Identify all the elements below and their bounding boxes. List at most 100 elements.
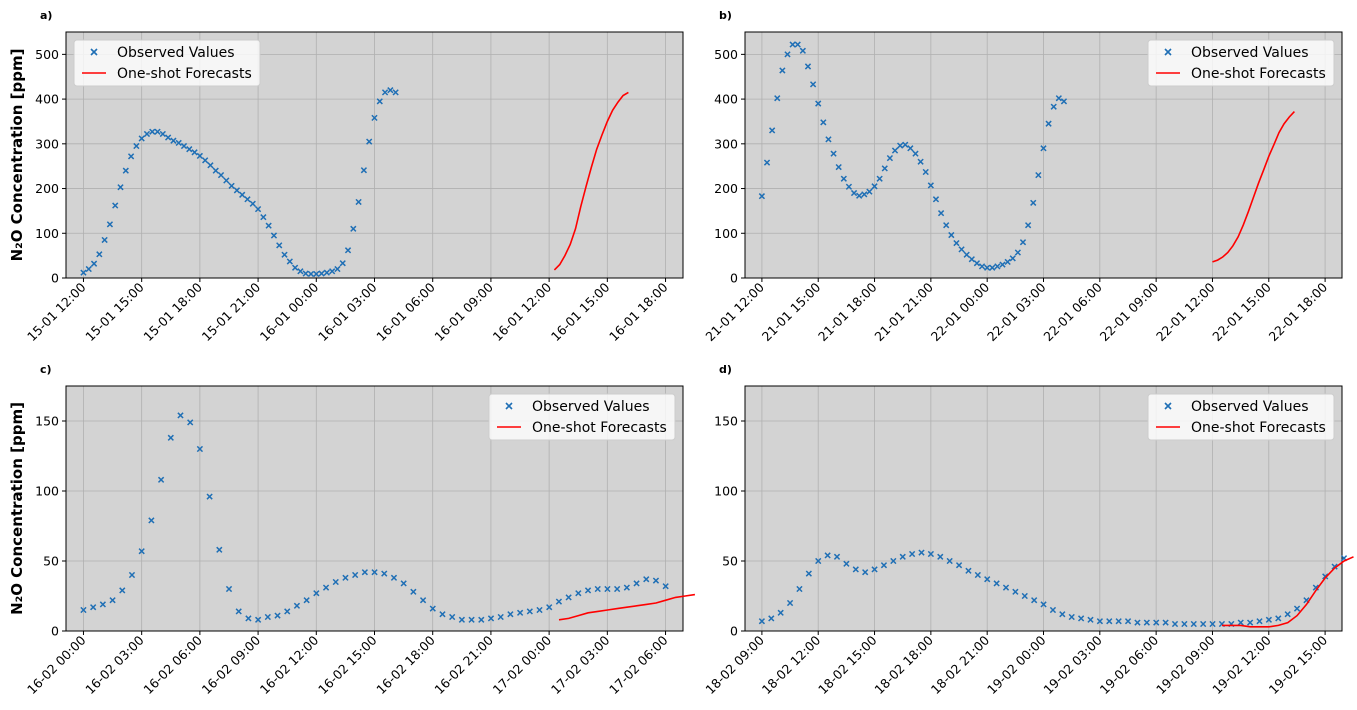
observed-point — [101, 236, 108, 244]
observed-point — [850, 189, 858, 197]
observed-point — [1096, 618, 1104, 625]
observed-point — [80, 269, 87, 276]
x-tick-label: 16-01 15:00 — [548, 279, 613, 344]
observed-point — [876, 175, 883, 182]
observed-point — [1115, 618, 1122, 625]
legend-marker-swatch — [90, 48, 98, 56]
panel-label: b) — [719, 9, 732, 22]
observed-point — [922, 168, 929, 176]
observed-point — [758, 193, 766, 200]
panel-label: a) — [40, 9, 52, 22]
observed-point — [133, 142, 140, 150]
observed-point — [1004, 258, 1011, 266]
observed-point — [249, 200, 256, 207]
observed-point — [206, 493, 213, 500]
observed-point — [927, 550, 935, 558]
observed-point — [815, 100, 822, 107]
legend-marker-swatch — [1164, 402, 1172, 410]
observed-point — [293, 602, 301, 609]
observed-point — [993, 580, 1000, 587]
observed-point — [881, 165, 888, 172]
observed-point — [662, 583, 669, 590]
x-tick-label: 15-01 21:00 — [199, 279, 264, 344]
x-tick-label: 19-02 06:00 — [1097, 632, 1162, 697]
observed-point — [1200, 620, 1207, 628]
observed-point — [112, 202, 119, 209]
observed-point — [355, 198, 362, 206]
observed-point — [955, 562, 963, 569]
observed-point — [815, 557, 822, 565]
forecast-line — [1212, 111, 1295, 263]
observed-point — [1124, 618, 1132, 625]
x-tick-label: 19-02 09:00 — [1153, 632, 1218, 697]
observed-point — [1162, 619, 1169, 626]
observed-point — [953, 239, 960, 247]
observed-point — [908, 550, 916, 558]
observed-point — [122, 167, 129, 174]
observed-point — [643, 576, 650, 583]
observed-point — [965, 567, 972, 574]
legend-entry: One-shot Forecasts — [1191, 66, 1326, 82]
observed-point — [1237, 619, 1244, 626]
observed-point — [777, 609, 784, 616]
observed-point — [1087, 616, 1094, 623]
observed-point — [138, 135, 145, 142]
y-tick-label: 400 — [35, 92, 59, 107]
observed-point — [994, 263, 1001, 270]
observed-point — [861, 191, 868, 198]
observed-point — [835, 163, 842, 171]
observed-point — [468, 616, 475, 623]
legend: Observed Values One-shot Forecasts — [488, 393, 676, 441]
observed-point — [856, 192, 863, 199]
observed-point — [932, 196, 940, 203]
x-tick-label: 19-02 00:00 — [984, 632, 1049, 697]
x-tick-label: 16-01 09:00 — [431, 279, 496, 344]
panel-label: c) — [40, 363, 52, 376]
observed-point — [937, 553, 944, 560]
observed-point — [804, 63, 812, 70]
observed-point — [1153, 619, 1160, 626]
legend-entry: One-shot Forecasts — [1191, 420, 1326, 436]
observed-point — [968, 256, 975, 263]
observed-point — [334, 265, 341, 273]
observed-point — [228, 182, 235, 189]
observed-point — [1019, 239, 1027, 246]
observed-point — [281, 251, 288, 258]
panel-label: d) — [719, 363, 732, 376]
observed-point — [820, 119, 827, 126]
x-tick-label: 15-01 18:00 — [140, 279, 205, 344]
observed-point — [270, 232, 278, 239]
observed-point — [318, 270, 325, 277]
observed-point — [758, 618, 766, 625]
observed-point — [127, 153, 135, 160]
observed-point — [167, 434, 174, 441]
observed-point — [1171, 620, 1179, 628]
observed-point — [154, 128, 161, 135]
observed-point — [360, 167, 368, 174]
observed-point — [1181, 620, 1188, 628]
observed-point — [1059, 611, 1066, 618]
observed-point — [1068, 613, 1075, 621]
observed-point — [254, 616, 262, 623]
observed-point — [1024, 222, 1032, 229]
observed-point — [392, 89, 399, 96]
observed-point — [989, 264, 996, 271]
observed-point — [1265, 616, 1273, 623]
x-tick-label: 18-02 21:00 — [928, 632, 993, 697]
observed-point — [1256, 618, 1263, 625]
observed-point — [366, 138, 373, 145]
observed-point — [371, 114, 378, 122]
observed-point — [419, 597, 427, 604]
observed-point — [862, 569, 869, 576]
observed-point — [794, 41, 801, 48]
observed-point — [276, 242, 283, 249]
observed-point — [381, 570, 388, 577]
y-tick-label: 500 — [35, 47, 59, 62]
observed-point — [191, 149, 198, 156]
y-tick-label: 0 — [730, 624, 738, 639]
x-tick-label: 21-01 21:00 — [871, 279, 936, 344]
legend-box — [1147, 393, 1335, 441]
legend-box — [1147, 39, 1335, 87]
observed-point — [202, 157, 209, 164]
